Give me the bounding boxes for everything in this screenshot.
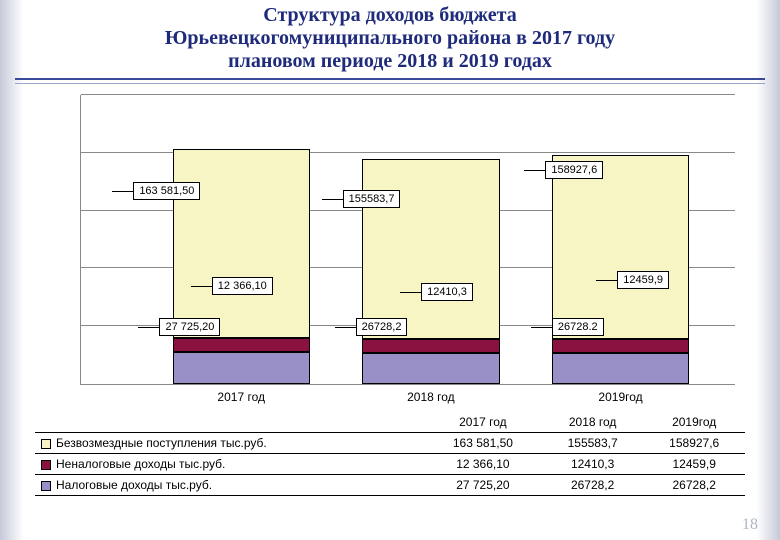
bar-2018 xyxy=(362,95,499,384)
table-cell: 26728,2 xyxy=(542,475,644,496)
x-axis-label: 2017 год xyxy=(173,390,310,404)
table-row: Налоговые доходы тыс.руб.27 725,2026728,… xyxy=(35,475,745,496)
bar-seg-nalog xyxy=(552,353,689,384)
value-callout: 26728.2 xyxy=(552,318,604,336)
legend-swatch xyxy=(41,439,51,449)
bar-seg-nenal xyxy=(552,339,689,353)
value-callout: 12459,9 xyxy=(617,271,669,289)
series-label: Безвозмездные поступления тыс.руб. xyxy=(56,436,267,450)
table-header-blank xyxy=(35,412,424,433)
data-table: 2017 год2018 год2019год Безвозмездные по… xyxy=(35,412,745,496)
bar-seg-nalog xyxy=(173,352,310,384)
title-line1: Структура доходов бюджета xyxy=(263,4,516,26)
x-axis-label: 2019год xyxy=(552,390,689,404)
series-label: Налоговые доходы тыс.руб. xyxy=(56,478,212,492)
bar-seg-bezv xyxy=(173,149,310,338)
value-callout: 27 725,20 xyxy=(159,318,220,336)
bar-seg-bezv xyxy=(362,159,499,339)
budget-chart: 163 581,50 12 366,10 27 725,20 155583,7 1241… xyxy=(35,90,745,410)
bar-seg-nenal xyxy=(362,339,499,353)
value-callout: 12 366,10 xyxy=(212,277,273,295)
table-cell: 12410,3 xyxy=(542,454,644,475)
value-callout: 12410,3 xyxy=(421,283,473,301)
x-axis-label: 2018 год xyxy=(362,390,499,404)
series-label: Неналоговые доходы тыс.руб. xyxy=(56,457,225,471)
table-cell: 158927,6 xyxy=(643,433,745,454)
page-title: Структура доходов бюджета Юрьевецкогомун… xyxy=(0,0,780,75)
table-cell: 155583,7 xyxy=(542,433,644,454)
table-cell: 12459,9 xyxy=(643,454,745,475)
value-callout: 155583,7 xyxy=(343,190,401,208)
bar-seg-nenal xyxy=(173,338,310,352)
legend-swatch xyxy=(41,481,51,491)
table-header: 2019год xyxy=(643,412,745,433)
table-cell: 26728,2 xyxy=(643,475,745,496)
bar-2019 xyxy=(552,95,689,384)
title-line3: плановом периоде 2018 и 2019 годах xyxy=(228,50,552,72)
value-callout: 158927,6 xyxy=(545,161,603,179)
table-row: Безвозмездные поступления тыс.руб. 163 58… xyxy=(35,433,745,454)
bar-2017 xyxy=(173,95,310,384)
value-callout: 163 581,50 xyxy=(133,182,200,200)
title-line2: Юрьевецкогомуниципального района в 2017 … xyxy=(165,27,615,49)
divider-top xyxy=(15,78,765,80)
table-cell: 12 366,10 xyxy=(424,454,542,475)
table-header: 2017 год xyxy=(424,412,542,433)
table-row: Неналоговые доходы тыс.руб. 12 366,101241… xyxy=(35,454,745,475)
legend-swatch xyxy=(41,460,51,470)
table-cell: 163 581,50 xyxy=(424,433,542,454)
value-callout: 26728,2 xyxy=(356,318,408,336)
page-number: 18 xyxy=(742,516,758,534)
bar-seg-nalog xyxy=(362,353,499,384)
divider-bottom xyxy=(15,83,765,84)
bar-seg-bezv xyxy=(552,155,689,339)
table-cell: 27 725,20 xyxy=(424,475,542,496)
table-header: 2018 год xyxy=(542,412,644,433)
